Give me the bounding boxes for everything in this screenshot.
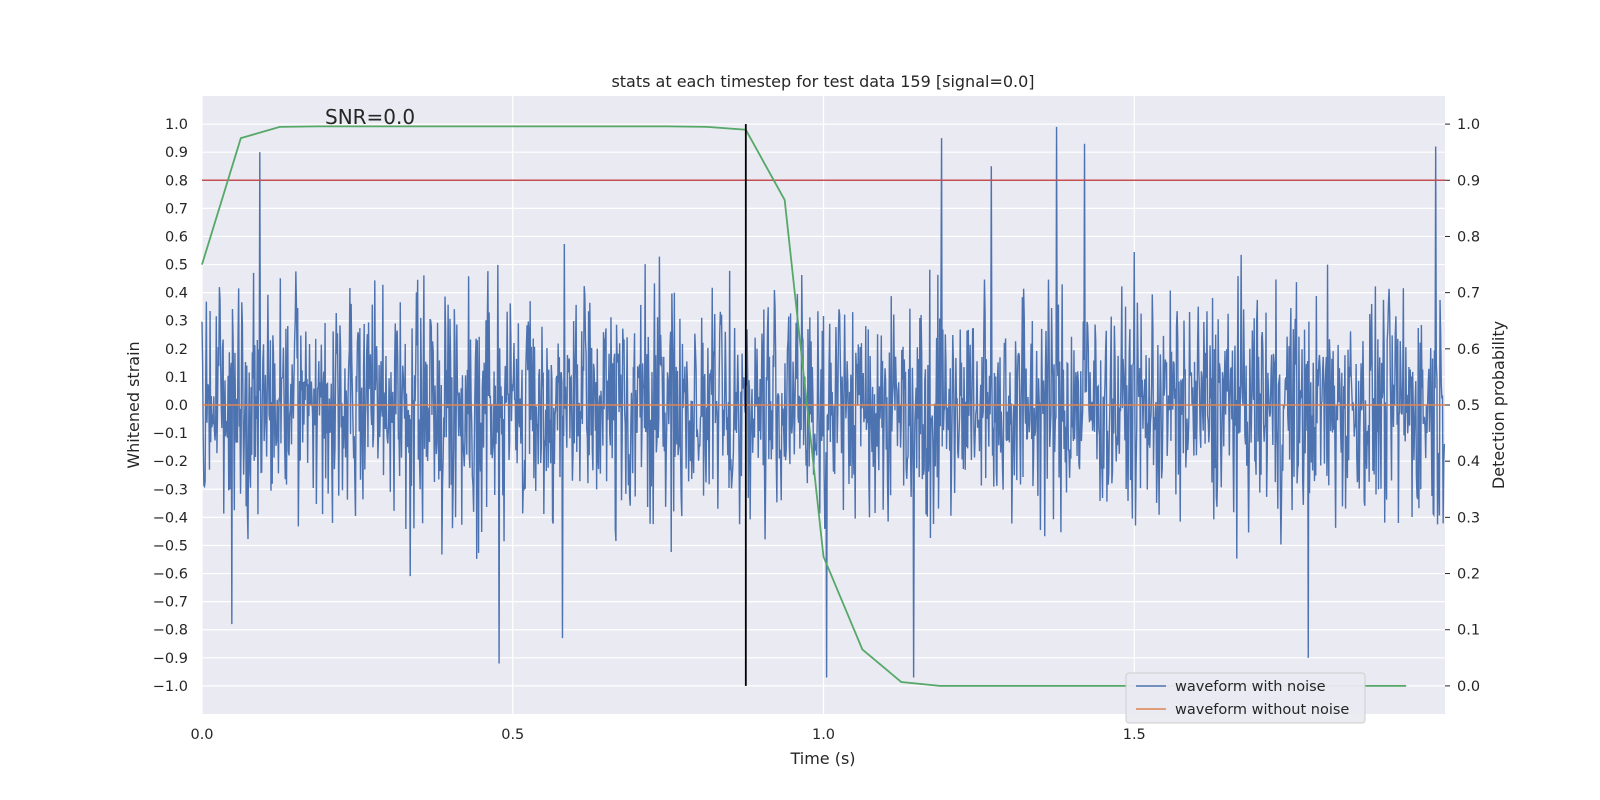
x-tick-label: 0.5 <box>501 727 524 743</box>
y-right-tick-label: 0.4 <box>1457 454 1480 470</box>
y-left-tick-label: −0.8 <box>153 623 188 639</box>
y-left-tick-label: 0.6 <box>165 229 188 245</box>
y-left-tick-label: 0.2 <box>165 342 188 358</box>
y-left-tick-label: 0.5 <box>165 258 188 274</box>
y-right-tick-label: 0.3 <box>1457 510 1480 526</box>
y-right-tick-label: 0.8 <box>1457 229 1480 245</box>
x-axis-label: Time (s) <box>789 749 855 768</box>
y-left-tick-label: −0.2 <box>153 454 188 470</box>
y-left-tick-label: 0.8 <box>165 173 188 189</box>
y-left-tick-label: 0.1 <box>165 370 188 386</box>
y-left-axis-label: Whitened strain <box>124 341 143 468</box>
y-left-tick-label: −0.4 <box>153 510 188 526</box>
y-right-tick-label: 0.2 <box>1457 567 1480 583</box>
y-left-tick-label: −0.3 <box>153 482 188 498</box>
x-tick-label: 1.0 <box>812 727 835 743</box>
y-left-tick-label: −0.9 <box>153 651 188 667</box>
snr-annotation: SNR=0.0 <box>325 105 415 129</box>
y-left-tick-label: 0.0 <box>165 398 188 414</box>
series-layer <box>201 124 1446 687</box>
y-left-tick-label: −0.7 <box>153 595 188 611</box>
chart-title: stats at each timestep for test data 159… <box>611 72 1034 91</box>
y-left-tick-label: −0.6 <box>153 567 188 583</box>
legend: waveform with noise waveform without noi… <box>1125 672 1366 724</box>
legend-label-without-noise: waveform without noise <box>1175 702 1349 718</box>
y-right-axis-ticks: 1.0 0.9 0.8 0.7 0.6 0.5 0.4 0.3 0.2 0.1 0.0 <box>1445 117 1480 695</box>
y-right-tick-label: 1.0 <box>1457 117 1480 133</box>
y-right-axis-label: Detection probability <box>1489 321 1508 489</box>
legend-box <box>1125 672 1366 724</box>
x-tick-label: 0.0 <box>190 727 213 743</box>
y-left-tick-label: 0.9 <box>165 145 188 161</box>
y-left-tick-label: −1.0 <box>153 679 188 695</box>
y-left-tick-label: 0.7 <box>165 201 188 217</box>
x-tick-label: 1.5 <box>1123 727 1146 743</box>
y-left-tick-label: 0.4 <box>165 286 188 302</box>
y-right-tick-label: 0.0 <box>1457 679 1480 695</box>
y-right-tick-label: 0.9 <box>1457 173 1480 189</box>
x-axis-ticks: 0.0 0.5 1.0 1.5 <box>190 727 1145 743</box>
y-right-tick-label: 0.7 <box>1457 286 1480 302</box>
y-right-tick-label: 0.6 <box>1457 342 1480 358</box>
y-left-axis-ticks: 1.0 0.9 0.8 0.7 0.6 0.5 0.4 0.3 0.2 0.1 0.0 −0.1 −0.… <box>153 117 188 695</box>
y-left-tick-label: −0.1 <box>153 426 188 442</box>
y-left-tick-label: 1.0 <box>165 117 188 133</box>
legend-label-with-noise: waveform with noise <box>1175 679 1326 695</box>
series-waveform-with-noise <box>201 126 1446 678</box>
y-left-tick-label: −0.5 <box>153 538 188 554</box>
y-right-tick-label: 0.5 <box>1457 398 1480 414</box>
y-left-tick-label: 0.3 <box>165 314 188 330</box>
y-right-tick-label: 0.1 <box>1457 623 1480 639</box>
